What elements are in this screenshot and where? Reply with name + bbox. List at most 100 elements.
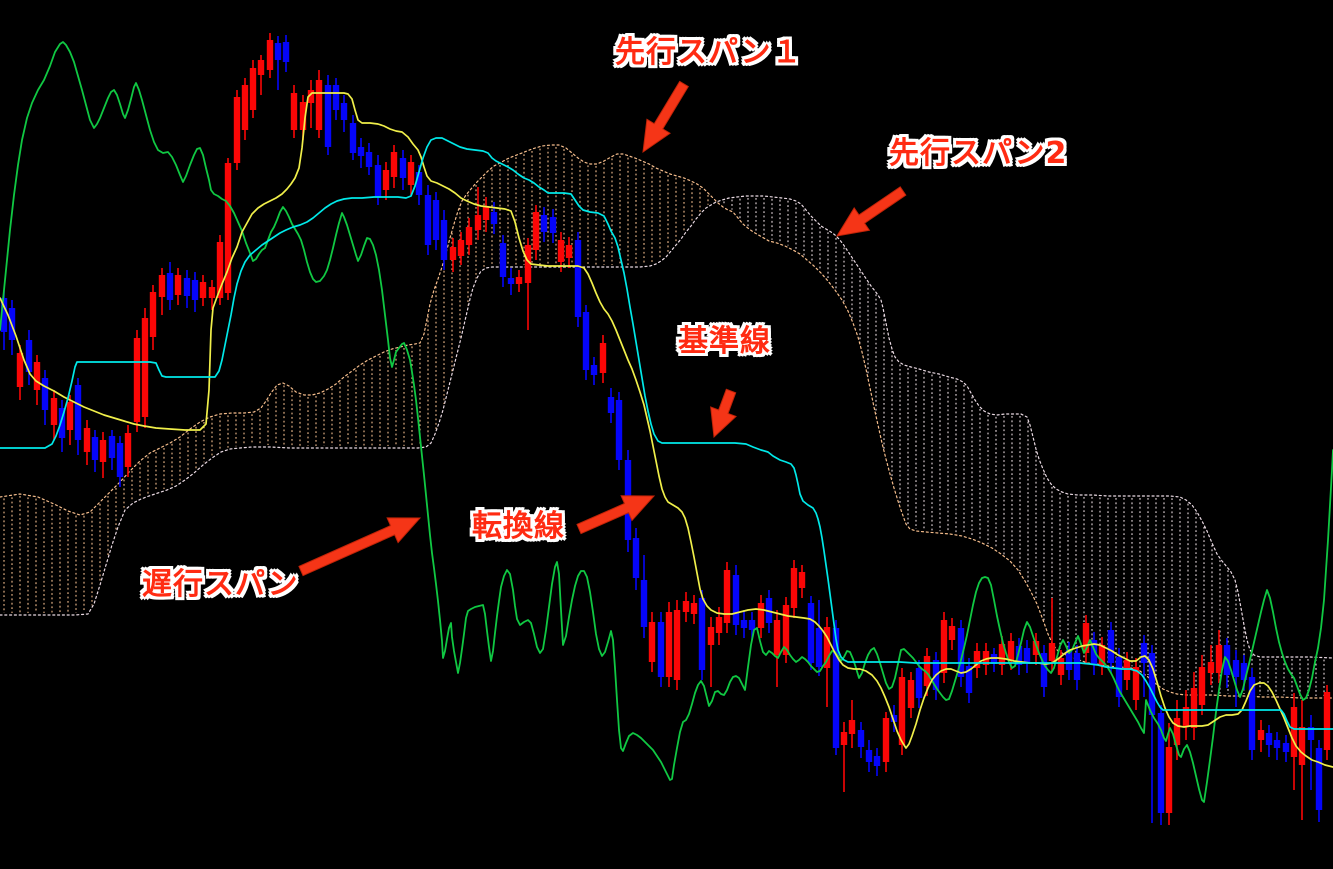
candle-body xyxy=(982,651,990,665)
candle-body xyxy=(1282,743,1290,752)
candle-body xyxy=(1315,748,1323,810)
candle-body xyxy=(241,85,249,130)
candle-body xyxy=(25,340,33,372)
candle-body xyxy=(507,278,515,284)
candle-body xyxy=(307,90,315,103)
candle-body xyxy=(640,580,648,627)
candle-body xyxy=(590,365,598,375)
candle-body xyxy=(848,720,856,734)
candle-body xyxy=(33,362,41,390)
candle-body xyxy=(199,282,207,298)
candle-body xyxy=(682,601,690,612)
candle-body xyxy=(798,572,806,588)
candle-body xyxy=(1148,653,1156,715)
candle-body xyxy=(365,152,373,167)
candle-body xyxy=(183,278,191,296)
candle-body xyxy=(315,80,323,130)
candle-body xyxy=(474,215,482,230)
candle-body xyxy=(923,656,931,686)
candle-body xyxy=(615,400,623,460)
candle-body xyxy=(823,627,831,668)
candle-body xyxy=(224,163,232,293)
annotation-arrow xyxy=(298,517,422,577)
candle-body xyxy=(1323,692,1331,750)
annotation-arrow xyxy=(642,80,689,154)
candle-body xyxy=(216,242,224,298)
candle-body xyxy=(1123,660,1131,680)
candle-body xyxy=(549,217,557,233)
candle-body xyxy=(524,245,532,283)
candle-body xyxy=(1307,727,1315,740)
candle-body xyxy=(108,436,116,458)
candle-body xyxy=(1173,718,1181,745)
candle-body xyxy=(757,603,765,628)
candle-body xyxy=(940,620,948,673)
annotation-arrows xyxy=(298,80,907,577)
candle-body xyxy=(449,247,457,260)
candle-body xyxy=(1207,662,1215,673)
candle-body xyxy=(648,622,656,662)
candle-body xyxy=(1182,707,1190,727)
label-kijun-sen: 基準線 xyxy=(678,324,771,359)
candle-body xyxy=(973,651,981,668)
candle-body xyxy=(1115,657,1123,697)
candle-body xyxy=(266,40,274,70)
candle-body xyxy=(807,603,815,663)
candle-body xyxy=(707,627,715,645)
candle-body xyxy=(732,575,740,625)
annotation-arrow xyxy=(576,495,656,535)
candle-body xyxy=(540,215,548,232)
candle-body xyxy=(690,603,698,614)
candle-body xyxy=(607,397,615,413)
candle-body xyxy=(299,102,307,130)
candle-body xyxy=(290,93,298,130)
candle-body xyxy=(990,654,998,664)
candle-body xyxy=(374,165,382,197)
candle-body xyxy=(557,240,565,262)
candle-body xyxy=(124,433,132,467)
candle-body xyxy=(99,440,107,462)
kumo-cloud-borders xyxy=(0,144,1333,699)
candle-body xyxy=(282,42,290,62)
annotation-arrow xyxy=(835,186,907,237)
candle-body xyxy=(965,666,973,693)
label-chikou-span: 遅行スパン xyxy=(142,567,299,602)
candle-body xyxy=(340,103,348,120)
label-senkou-span-1: 先行スパン１ xyxy=(615,35,803,70)
candle-body xyxy=(349,123,357,153)
candle-body xyxy=(882,718,890,762)
candle-body xyxy=(1032,641,1040,655)
candle-body xyxy=(790,568,798,608)
candle-body xyxy=(1273,740,1281,748)
candle-body xyxy=(1190,688,1198,728)
candle-body xyxy=(249,68,257,110)
candle-body xyxy=(324,85,332,147)
candle-body xyxy=(457,240,465,256)
candle-body xyxy=(1132,667,1140,700)
candle-body xyxy=(1290,707,1298,757)
candle-body xyxy=(499,243,507,277)
candle-body xyxy=(1298,727,1306,765)
candle-body xyxy=(58,408,66,438)
candle-body xyxy=(158,275,166,297)
candle-body xyxy=(116,443,124,477)
candle-body xyxy=(698,598,706,670)
candle-body xyxy=(50,398,58,425)
candle-body xyxy=(432,200,440,240)
candle-body xyxy=(773,620,781,655)
candle-body xyxy=(1248,677,1256,750)
candle-body xyxy=(632,538,640,578)
candle-body xyxy=(149,292,157,337)
candle-body xyxy=(1065,650,1073,670)
candle-body xyxy=(407,162,415,185)
candle-body xyxy=(715,617,723,633)
candle-body xyxy=(915,668,923,698)
candle-body xyxy=(16,353,24,387)
candle-body xyxy=(948,626,956,640)
candle-body xyxy=(665,612,673,677)
candle-body xyxy=(83,428,91,452)
label-senkou-span-2: 先行スパン2 xyxy=(889,136,1068,171)
candle-body xyxy=(490,212,498,224)
